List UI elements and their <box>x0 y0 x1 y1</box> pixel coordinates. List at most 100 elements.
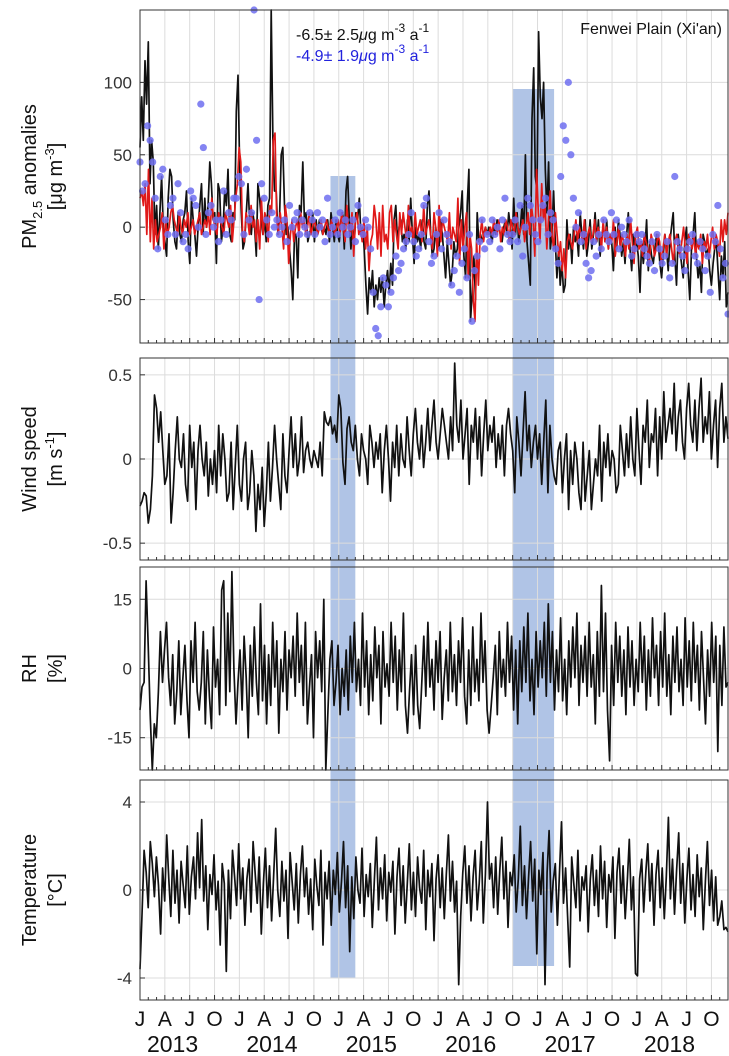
x-month-label: O <box>405 1008 421 1031</box>
data-point <box>714 201 722 210</box>
y-tick-label: -4 <box>117 969 132 988</box>
data-point <box>427 259 436 267</box>
data-point <box>291 216 299 224</box>
y-axis-label: Wind speed [m s-1] <box>19 406 67 512</box>
data-point <box>235 172 243 181</box>
data-point <box>420 201 428 210</box>
data-point <box>321 238 329 246</box>
data-point <box>688 230 697 239</box>
data-point <box>544 230 552 239</box>
data-point <box>628 252 636 260</box>
data-point <box>602 230 610 239</box>
data-point <box>382 281 390 289</box>
x-month-label: J <box>433 1008 444 1031</box>
data-point <box>202 230 210 239</box>
series-line-temperature <box>139 801 729 986</box>
data-point <box>661 252 669 260</box>
data-point <box>526 201 534 210</box>
data-point <box>275 230 283 239</box>
y-axis-label-line: RH <box>19 654 41 683</box>
data-point <box>430 252 438 260</box>
y-axis-label-line: PM2.5 anomalies <box>19 104 45 249</box>
data-point <box>247 209 256 217</box>
panel-pm25: -50 0 50 100 PM2.5 anomalies [μg m-3] Fenwei P… <box>19 6 729 344</box>
data-point <box>245 216 253 224</box>
y-tick-label: 0 <box>123 660 132 679</box>
data-point <box>493 223 501 231</box>
data-point <box>465 230 474 239</box>
data-point <box>171 230 180 239</box>
data-point <box>445 238 453 246</box>
x-month-label: O <box>604 1008 620 1031</box>
y-axis-label-line: [%] <box>45 654 67 683</box>
data-point <box>293 209 301 217</box>
data-point <box>194 223 202 231</box>
data-point <box>711 238 719 246</box>
data-point <box>349 216 357 224</box>
data-point <box>222 230 230 239</box>
data-point <box>706 288 714 296</box>
data-point <box>562 136 570 144</box>
x-month-label: J <box>582 1008 593 1031</box>
data-point <box>483 230 491 239</box>
data-point <box>438 245 446 253</box>
data-point <box>336 209 344 217</box>
data-point <box>169 194 177 202</box>
data-point <box>516 201 524 210</box>
data-point <box>298 216 306 224</box>
data-point <box>719 274 727 282</box>
y-tick-label: -15 <box>107 729 132 748</box>
x-month-label: A <box>257 1008 271 1031</box>
data-point <box>356 223 365 231</box>
data-point <box>214 238 223 246</box>
data-point <box>346 223 354 231</box>
data-point <box>174 180 182 188</box>
data-point <box>260 194 268 202</box>
x-month-label: A <box>158 1008 172 1031</box>
trend-annotation: -4.9± 1.9μg m-3 a-1 <box>296 42 429 65</box>
data-point <box>572 223 580 231</box>
x-month-label: A <box>655 1008 669 1031</box>
data-point <box>501 194 509 202</box>
data-point <box>392 252 400 260</box>
panel-wind: -0.5 0 0.5 Wind speed [m s-1] <box>19 357 729 561</box>
data-point <box>240 230 248 239</box>
data-point <box>278 223 286 231</box>
data-point <box>658 259 666 267</box>
data-point <box>541 194 550 202</box>
data-point <box>417 230 425 239</box>
data-point <box>574 209 583 217</box>
y-axis-label: PM2.5 anomalies [μg m-3] <box>19 104 67 249</box>
data-point <box>600 216 608 224</box>
series-observations <box>136 6 729 340</box>
data-point <box>612 216 621 224</box>
data-point <box>273 216 281 224</box>
data-point <box>288 223 296 231</box>
x-month-label: A <box>456 1008 470 1031</box>
data-point <box>676 245 684 253</box>
data-point <box>663 238 671 246</box>
data-point <box>468 317 476 325</box>
x-month-label: J <box>334 1008 345 1031</box>
data-point <box>506 238 514 246</box>
data-point <box>630 245 638 253</box>
data-point <box>283 238 291 246</box>
data-point <box>681 267 689 275</box>
data-point <box>635 238 643 246</box>
data-point <box>407 209 415 217</box>
data-point <box>557 172 565 181</box>
data-point <box>394 267 403 275</box>
x-month-label: O <box>306 1008 322 1031</box>
data-point <box>491 230 499 239</box>
x-year-label: 2018 <box>644 1031 695 1056</box>
data-point <box>486 238 494 246</box>
data-point <box>633 230 641 239</box>
data-point <box>280 216 289 224</box>
data-point <box>425 238 433 246</box>
data-point <box>508 230 517 239</box>
data-point <box>415 245 423 253</box>
data-point <box>212 216 220 224</box>
data-point <box>369 288 377 296</box>
data-point <box>539 201 547 210</box>
data-point <box>311 230 319 239</box>
